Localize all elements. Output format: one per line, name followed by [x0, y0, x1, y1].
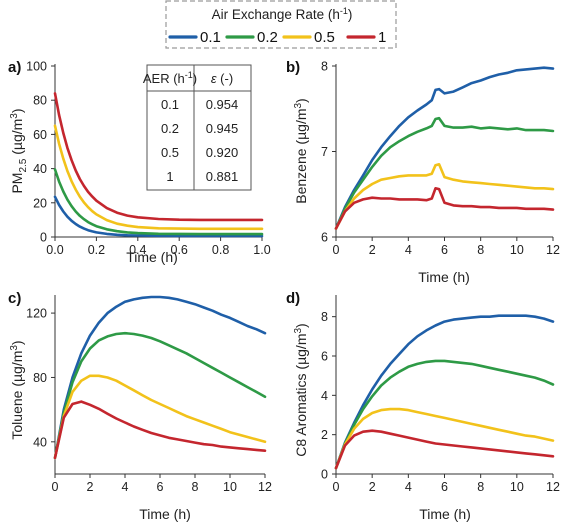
series-line-aer-1 — [53, 400, 267, 460]
x-tick-label: 0.8 — [212, 243, 229, 257]
x-tick-label: 2 — [369, 243, 376, 257]
series-line-aer-1 — [334, 187, 555, 230]
panel-a-y-label: PM2.5 (µg/m3) — [9, 108, 29, 193]
y-tick-label: 100 — [26, 60, 47, 74]
series-line-aer-0-1 — [334, 66, 555, 230]
series-line-aer-0-5 — [334, 407, 555, 470]
legend-title: Air Exchange Rate (h-1) — [212, 6, 353, 22]
x-tick-label: 12 — [546, 243, 560, 257]
x-tick-label: 10 — [223, 480, 237, 494]
panel-b-label: b) — [286, 59, 300, 76]
x-tick-label: 6 — [157, 480, 164, 494]
y-tick-label: 20 — [33, 196, 47, 210]
panel-c: c) Toluene (µg/m3) Time (h) 0 2 4 6 8 10 12 40 8… — [8, 290, 272, 522]
panel-c-label: c) — [8, 290, 21, 307]
x-tick-label: 0 — [52, 480, 59, 494]
legend-entries: 0.1 0.2 0.5 1 — [168, 29, 386, 46]
legend-label: 0.5 — [314, 29, 335, 46]
x-tick-label: 0.4 — [129, 243, 146, 257]
table-header-aer: AER (h-1) — [143, 70, 197, 86]
legend: Air Exchange Rate (h-1) 0.1 0.2 0.5 1 — [165, 0, 397, 49]
y-tick-label: 6 — [321, 350, 328, 364]
table-cell-aer: 0.1 — [161, 97, 179, 112]
series-line-aer-0-2 — [53, 168, 264, 236]
panel-d-label: d) — [286, 290, 300, 307]
x-tick-label: 4 — [405, 243, 412, 257]
y-tick-label: 40 — [33, 435, 47, 449]
series-line-aer-0-1 — [334, 314, 555, 470]
x-tick-label: 12 — [546, 480, 560, 494]
y-tick-label: 8 — [321, 60, 328, 74]
table-cell-aer: 1 — [166, 169, 173, 184]
panel-a: a) PM2.5 (µg/m3) Time (h) 0.0 0.2 0.4 0.6 0.… — [8, 59, 271, 265]
table-cell-epsilon: 0.920 — [206, 145, 239, 160]
y-tick-label: 80 — [33, 371, 47, 385]
series-line-aer-0-2 — [334, 359, 555, 470]
x-tick-label: 4 — [122, 480, 129, 494]
panel-d: d) C8 Aromatics (µg/m3) Time (h) 0 2 4 6 8 10… — [286, 290, 560, 522]
y-tick-label: 4 — [321, 389, 328, 403]
table-cell-epsilon: 0.954 — [206, 97, 239, 112]
panel-c-y-label: Toluene (µg/m3) — [9, 340, 25, 439]
x-tick-label: 0.2 — [88, 243, 105, 257]
y-tick-label: 0 — [40, 231, 47, 245]
panel-a-x-label: Time (h) — [126, 249, 178, 265]
panel-a-label: a) — [8, 59, 21, 76]
legend-label: 1 — [378, 29, 386, 46]
table-header-epsilon: ε (-) — [211, 71, 233, 86]
y-tick-label: 2 — [321, 428, 328, 442]
series-line-aer-0-2 — [334, 116, 555, 230]
x-tick-label: 0.0 — [46, 243, 63, 257]
x-tick-label: 0 — [333, 480, 340, 494]
series-line-aer-0-1 — [53, 295, 267, 460]
x-tick-label: 2 — [87, 480, 94, 494]
series-line-aer-0-2 — [53, 331, 267, 460]
table-cell-aer: 0.5 — [161, 145, 179, 160]
x-tick-label: 8 — [192, 480, 199, 494]
series-line-aer-0-5 — [53, 124, 264, 231]
y-tick-label: 80 — [33, 94, 47, 108]
y-tick-label: 6 — [321, 231, 328, 245]
series-line-aer-0-5 — [53, 374, 267, 460]
x-tick-label: 12 — [258, 480, 272, 494]
x-tick-label: 6 — [441, 480, 448, 494]
y-tick-label: 7 — [321, 145, 328, 159]
x-tick-label: 0.6 — [171, 243, 188, 257]
x-tick-label: 1.0 — [253, 243, 270, 257]
x-tick-label: 8 — [477, 243, 484, 257]
y-tick-label: 8 — [321, 310, 328, 324]
series-line-aer-0-5 — [334, 163, 555, 230]
x-tick-label: 4 — [405, 480, 412, 494]
legend-label: 0.2 — [257, 29, 278, 46]
series-line-aer-1 — [334, 429, 555, 470]
aer-table: AER (h-1) ε (-) 0.1 0.954 0.2 0.945 0.5 … — [143, 64, 252, 191]
series-line-aer-1 — [53, 92, 264, 222]
table-cell-epsilon: 0.881 — [206, 169, 239, 184]
panel-b: b) Benzene (µg/m3) Time (h) 0 2 4 6 8 10 12 6 7 8 — [286, 59, 560, 285]
y-tick-label: 60 — [33, 128, 47, 142]
x-tick-label: 2 — [369, 480, 376, 494]
legend-label: 0.1 — [200, 29, 221, 46]
panel-c-x-label: Time (h) — [139, 506, 191, 522]
y-tick-label: 120 — [26, 307, 47, 321]
y-tick-label: 40 — [33, 162, 47, 176]
panel-d-y-label: C8 Aromatics (µg/m3) — [293, 323, 309, 456]
y-tick-label: 0 — [321, 468, 328, 482]
legend-box — [165, 0, 397, 49]
panel-d-x-label: Time (h) — [419, 506, 471, 522]
x-tick-label: 0 — [333, 243, 340, 257]
x-tick-label: 8 — [477, 480, 484, 494]
table-border — [146, 64, 252, 191]
x-tick-label: 10 — [510, 243, 524, 257]
table-cell-aer: 0.2 — [161, 121, 179, 136]
panel-b-x-label: Time (h) — [418, 269, 470, 285]
table-cell-epsilon: 0.945 — [206, 121, 239, 136]
x-tick-label: 10 — [510, 480, 524, 494]
panel-b-y-label: Benzene (µg/m3) — [293, 98, 309, 203]
x-tick-label: 6 — [441, 243, 448, 257]
series-line-aer-0-1 — [53, 195, 264, 238]
